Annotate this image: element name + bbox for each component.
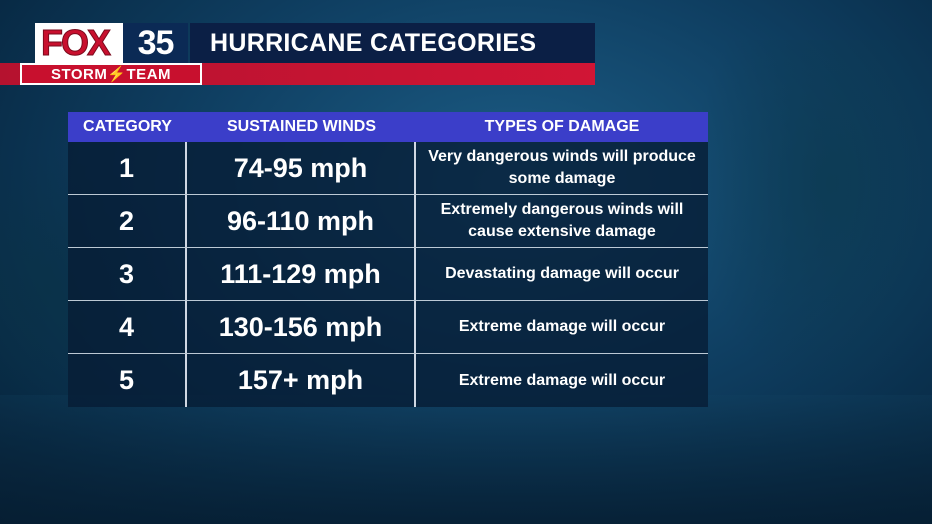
category-cell: 4	[68, 301, 187, 353]
table-row: 3 111-129 mph Devastating damage will oc…	[68, 248, 708, 301]
table-row: 4 130-156 mph Extreme damage will occur	[68, 301, 708, 354]
title-bar: HURRICANE CATEGORIES	[190, 23, 595, 63]
damage-cell: Extreme damage will occur	[458, 371, 666, 389]
winds-cell: 96-110 mph	[187, 195, 416, 247]
category-cell: 2	[68, 195, 187, 247]
storm-team-text: STORM⚡TEAM	[50, 66, 172, 83]
background-tree-right	[690, 40, 932, 400]
category-cell: 5	[68, 354, 187, 407]
winds-cell: 157+ mph	[187, 354, 416, 407]
page-title: HURRICANE CATEGORIES	[210, 28, 537, 57]
table-row: 5 157+ mph Extreme damage will occur	[68, 354, 708, 407]
table-row: 1 74-95 mph Very dangerous winds will pr…	[68, 142, 708, 195]
hurricane-table: CATEGORY SUSTAINED WINDS TYPES OF DAMAGE…	[68, 112, 708, 407]
logo-number: 35	[123, 23, 188, 63]
header-winds: SUSTAINED WINDS	[226, 118, 377, 135]
logo-fox-text: FOX	[40, 22, 111, 63]
damage-cell: Very dangerous winds will produce some d…	[428, 148, 696, 187]
background-ground	[0, 395, 932, 524]
winds-cell: 111-129 mph	[187, 248, 416, 300]
damage-cell: Devastating damage will occur	[445, 265, 679, 282]
category-cell: 1	[68, 142, 187, 194]
table-header: CATEGORY SUSTAINED WINDS TYPES OF DAMAGE	[68, 112, 708, 142]
category-cell: 3	[68, 248, 187, 300]
table-body: 1 74-95 mph Very dangerous winds will pr…	[68, 142, 708, 407]
fox35-logo: FOX 35	[35, 22, 188, 63]
header-category: CATEGORY	[83, 118, 172, 135]
winds-cell: 74-95 mph	[187, 142, 416, 194]
storm-team-badge: STORM⚡TEAM	[20, 63, 202, 85]
table-row: 2 96-110 mph Extremely dangerous winds w…	[68, 195, 708, 248]
damage-cell: Extreme damage will occur	[458, 318, 666, 335]
damage-cell: Extremely dangerous winds will cause ext…	[440, 201, 684, 240]
winds-cell: 130-156 mph	[187, 301, 416, 353]
header-damage: TYPES OF DAMAGE	[484, 118, 640, 135]
